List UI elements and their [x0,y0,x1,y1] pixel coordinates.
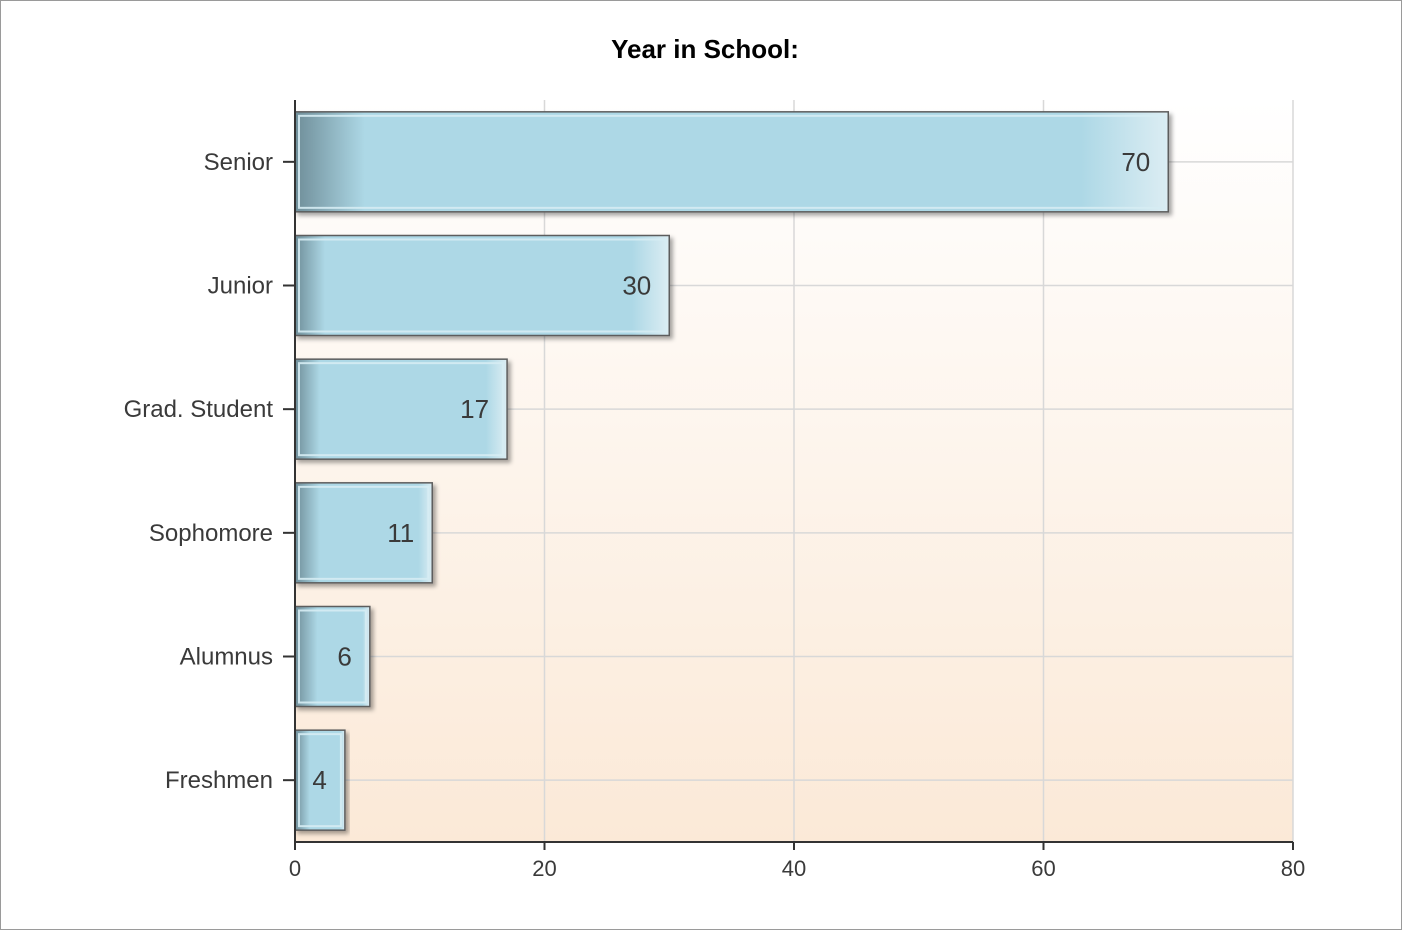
x-tick-label: 0 [289,856,301,881]
bar-senior [294,111,1169,213]
x-tick-label: 20 [532,856,556,881]
bar-alumnus [294,605,371,708]
y-tick-label: Grad. Student [124,396,274,423]
bars: 70 30 17 11 6 4 [294,111,1169,831]
x-tick-label: 60 [1031,856,1055,881]
y-tick-label: Senior [204,149,273,176]
data-label: 70 [1121,147,1150,177]
x-tick-label: 80 [1281,856,1305,881]
bar-junior [294,234,670,337]
bar-highlight-3 [298,485,430,580]
x-tick-label: 40 [782,856,806,881]
data-label: 11 [387,518,414,548]
bar-highlight-1 [298,238,667,333]
y-tick-label: Junior [208,273,273,300]
bar-highlight-5 [298,733,342,828]
y-tick-label: Freshmen [165,767,273,794]
axes: Senior Junior Grad. Student Sophomore Alumnu… [124,100,1305,881]
data-label: 30 [622,271,651,301]
bar-sophomore [294,482,433,584]
bar-freshmen [294,729,346,831]
data-label: 4 [312,765,326,795]
y-tick-label: Alumnus [180,644,273,671]
bar-highlight-2 [298,362,505,457]
chart-title: Year in School: [611,34,799,64]
data-label: 6 [337,642,351,672]
bar-highlight-0 [298,114,1166,209]
y-tick-label: Sophomore [149,520,273,547]
bar-highlight-4 [298,609,367,704]
data-label: 17 [460,394,489,424]
